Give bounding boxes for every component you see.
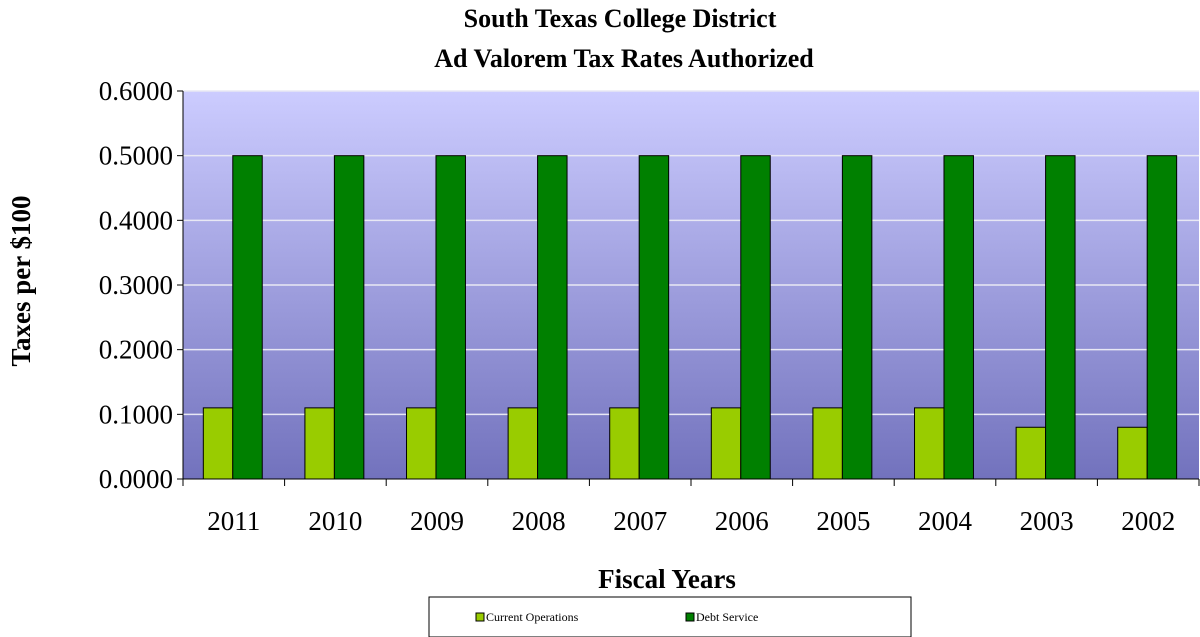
bar-debt-service-2011 [232,155,263,480]
bar-debt-service-2010 [333,155,365,480]
legend-label-debt-service: Debt Service [696,610,758,624]
bar-current-operations-2003 [1015,426,1047,480]
x-tick-label: 2005 [816,506,870,536]
x-tick-label: 2011 [207,506,260,536]
x-tick-label: 2009 [410,506,464,536]
y-axis-title: Taxes per $100 [6,195,36,366]
bar-current-operations-2008 [507,407,539,480]
bar-current-operations-2010 [304,407,335,480]
bar-debt-service-2006 [740,155,771,480]
x-tick-label: 2007 [613,506,667,536]
bar-debt-service-2003 [1045,155,1076,480]
bar-current-operations-2006 [710,407,742,480]
y-tick-label: 0.1000 [99,399,173,429]
x-tick-label: 2004 [918,506,973,536]
x-axis-title: Fiscal Years [598,564,736,594]
bar-current-operations-2007 [609,407,640,480]
legend-box [428,596,912,637]
bar-current-operations-2005 [812,407,843,480]
x-tick-label: 2008 [512,506,566,536]
x-tick-label: 2003 [1020,506,1074,536]
bar-debt-service-2004 [943,155,974,480]
y-axis-ticks: 0.0000 0.1000 0.2000 0.3000 0.4000 0.5000 0.60… [99,76,183,494]
chart-title-line-1: South Texas College District [464,4,777,33]
bar-current-operations-2011 [202,407,234,480]
x-tick-label: 2002 [1121,506,1175,536]
bar-debt-service-2002 [1146,155,1178,480]
bars [202,155,1178,480]
y-tick-label: 0.3000 [99,270,173,300]
x-axis-ticks: 2011 2010 2009 2008 2007 2006 2005 2004 2003 2002 [182,479,1200,536]
y-tick-label: 0.6000 [99,76,173,106]
bar-current-operations-2004 [914,407,945,480]
legend-swatch-debt-service [685,612,695,622]
bar-current-operations-2002 [1117,426,1148,480]
y-tick-label: 0.5000 [99,141,173,171]
bar-debt-service-2009 [435,155,466,480]
legend: Current Operations Debt Service [428,596,912,637]
bar-debt-service-2007 [638,155,670,480]
chart-title-line-2: Ad Valorem Tax Rates Authorized [434,44,814,73]
y-tick-label: 0.0000 [99,464,173,494]
legend-swatch-current-operations [475,612,485,622]
bar-current-operations-2009 [406,407,437,480]
legend-label-current-operations: Current Operations [486,610,579,624]
x-tick-label: 2010 [308,506,362,536]
y-tick-label: 0.4000 [99,205,173,235]
x-tick-label: 2006 [715,506,769,536]
bar-debt-service-2008 [537,155,568,480]
bar-debt-service-2005 [841,155,873,480]
y-tick-label: 0.2000 [99,335,173,365]
